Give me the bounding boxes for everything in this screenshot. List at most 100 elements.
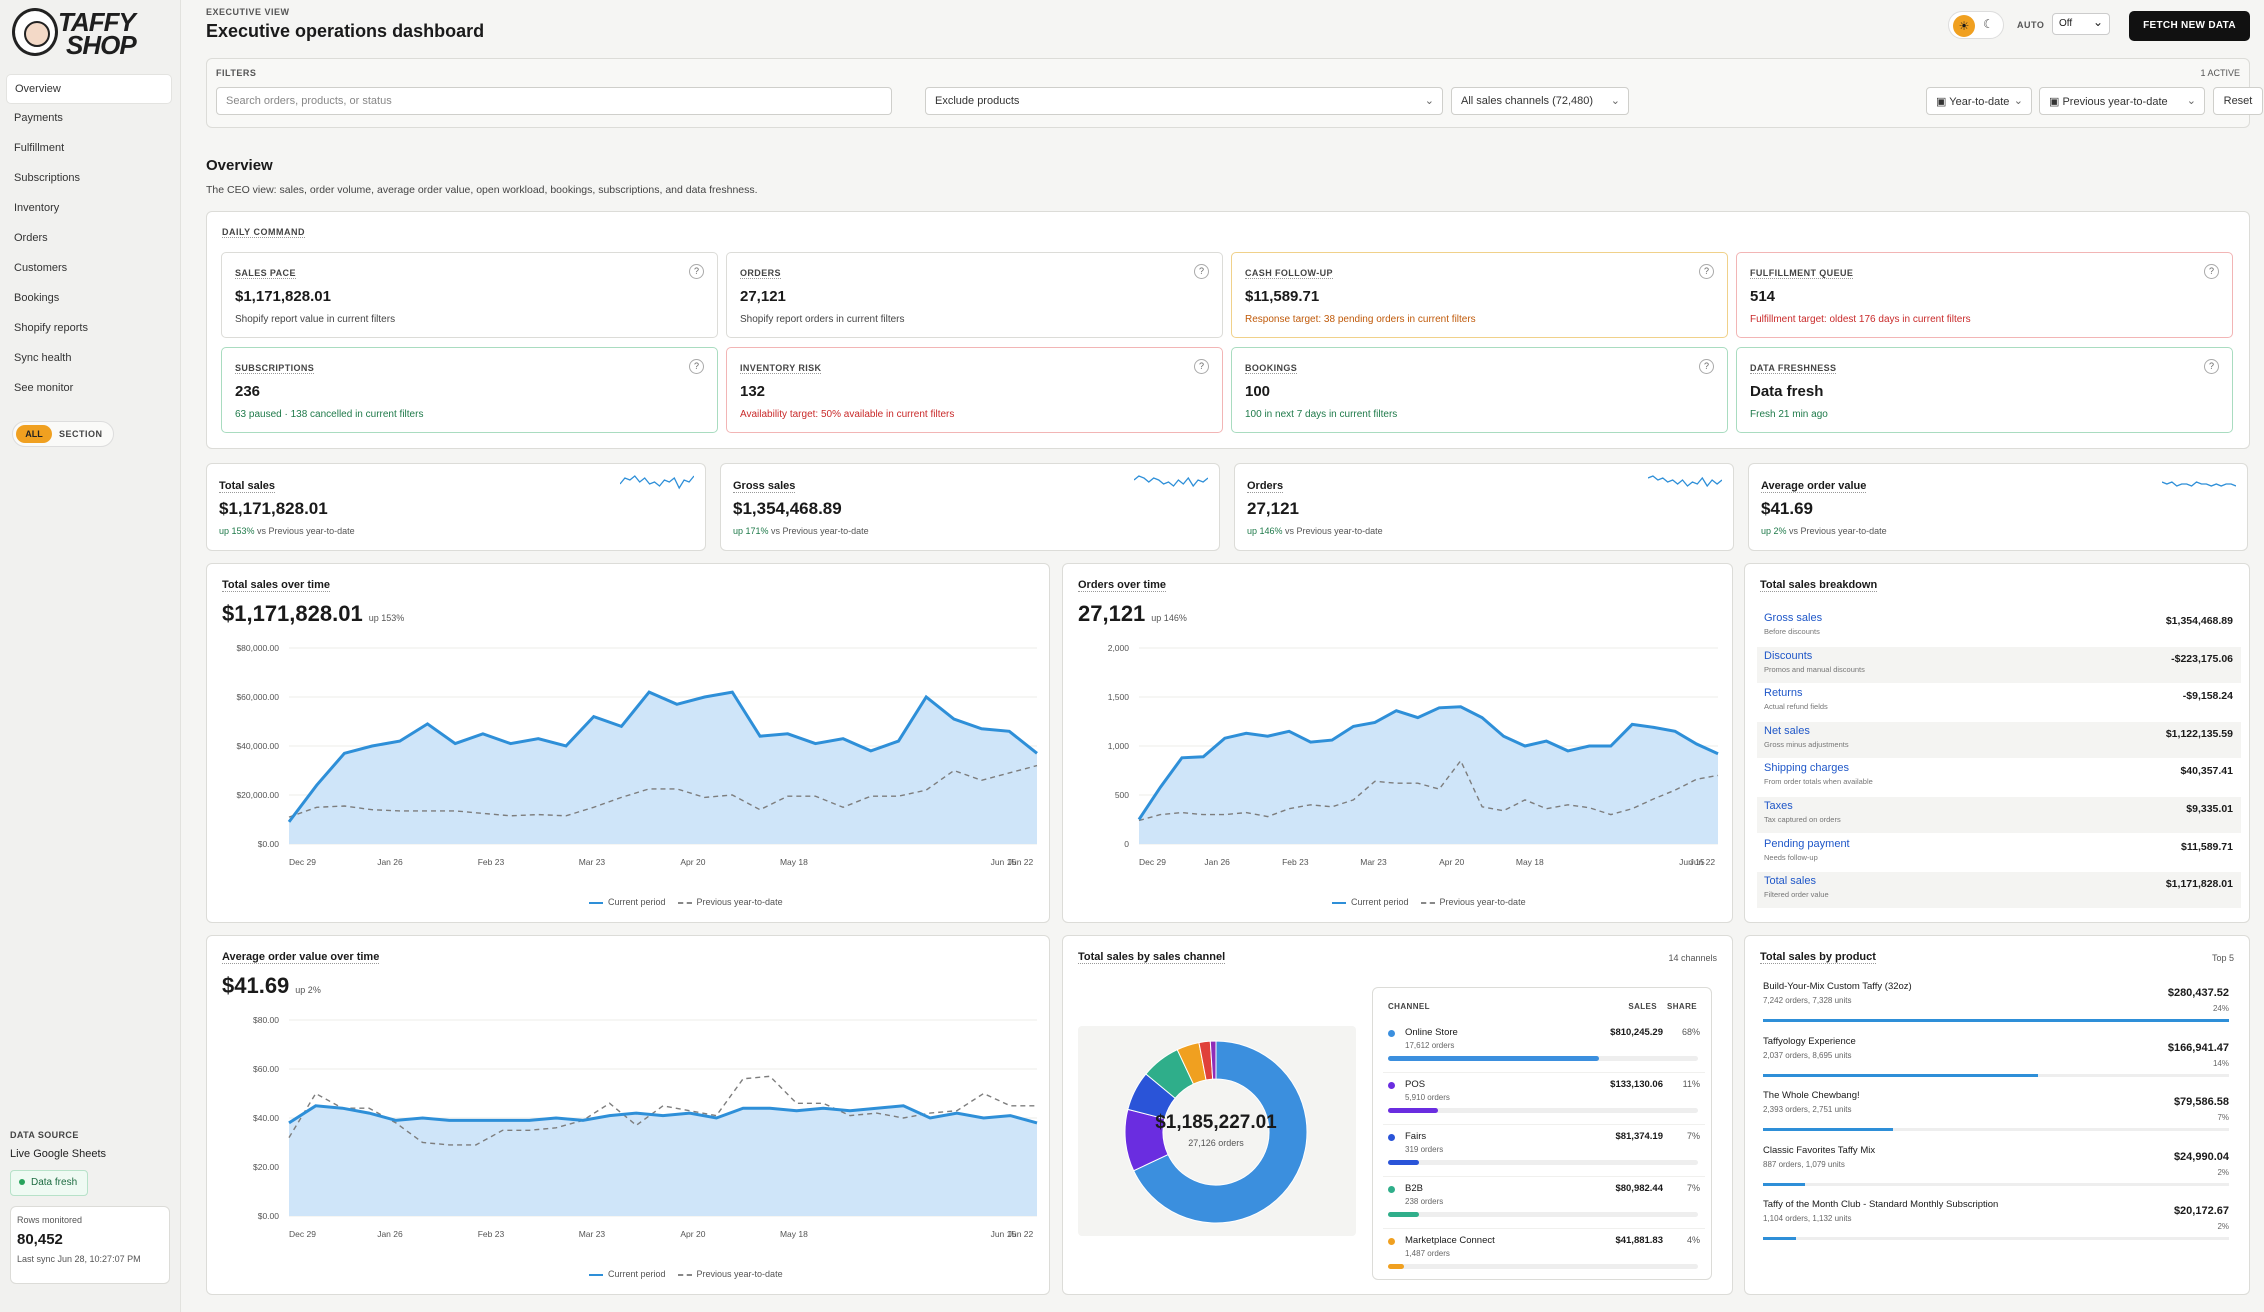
taffy-shop-logo[interactable]: TAFFY SHOP — [12, 6, 162, 58]
rows-monitored-count: 80,452 — [17, 1231, 63, 1248]
view-toggle-all[interactable]: ALL — [16, 425, 52, 443]
previous-series-swatch — [677, 901, 692, 904]
kpi-orders: ORDERS 27,121 Shopify report orders in cur… — [726, 252, 1223, 338]
section-title: Overview — [206, 157, 273, 174]
help-icon[interactable]: ? — [689, 359, 704, 374]
product-share-bar — [1763, 1237, 2229, 1240]
x-tick-label: May 18 — [1516, 857, 1544, 867]
breakdown-link[interactable]: Shipping charges — [1764, 762, 1850, 775]
current-area — [289, 1105, 1037, 1216]
chart-title: Average order value over time — [222, 951, 380, 964]
breakdown-link[interactable]: Returns — [1764, 687, 1803, 700]
metric-value: $41.69 — [1761, 499, 1813, 518]
kpi-note: Shopify report value in current filters — [235, 314, 396, 325]
chevron-down-icon: ⌄ — [2186, 95, 2196, 107]
aov-chart-card: Average order value over time $41.69 up 2… — [206, 935, 1050, 1295]
sidebar-item-orders[interactable]: Orders — [14, 232, 48, 244]
current-area — [1139, 706, 1718, 844]
product-row[interactable]: Taffyology Experience 2,037 orders, 8,695… — [1763, 1036, 2229, 1091]
auto-refresh-label: AUTO — [2017, 20, 2045, 30]
sparkline-line — [620, 475, 694, 490]
help-icon[interactable]: ? — [2204, 264, 2219, 279]
compare-select[interactable]: ▣ Previous year-to-date ⌄ — [2039, 87, 2205, 115]
sidebar-item-see-monitor[interactable]: See monitor — [14, 382, 74, 394]
product-row[interactable]: Classic Favorites Taffy Mix 887 orders, 1… — [1763, 1145, 2229, 1200]
kpi-inventory-risk: INVENTORY RISK 132 Availability target: 50… — [726, 347, 1223, 433]
theme-toggle[interactable]: ☀ ☾ — [1948, 11, 2004, 39]
breakdown-link[interactable]: Discounts — [1764, 649, 1813, 662]
channel-row[interactable]: POS 5,910 orders $133,130.06 11% — [1383, 1073, 1705, 1125]
auto-refresh-select[interactable]: Off — [2052, 13, 2110, 35]
search-input[interactable]: Search orders, products, or status — [216, 87, 892, 115]
page-eyebrow: EXECUTIVE VIEW — [206, 7, 290, 17]
product-row[interactable]: The Whole Chewbang! 2,393 orders, 2,751 u… — [1763, 1090, 2229, 1145]
sidebar-item-overview[interactable]: Overview — [6, 74, 172, 104]
reset-button[interactable]: Reset — [2213, 87, 2263, 115]
donut-center-sub: 27,126 orders — [1188, 1138, 1244, 1148]
channel-row[interactable]: Fairs 319 orders $81,374.19 7% — [1383, 1125, 1705, 1177]
period-select[interactable]: ▣ Year-to-date ⌄ — [1926, 87, 2032, 115]
channel-color-dot — [1388, 1186, 1395, 1193]
chart-title: Total sales by product — [1760, 951, 1876, 964]
channel-row[interactable]: Online Store 17,612 orders $810,245.29 68% — [1383, 1021, 1705, 1073]
exclude-products-select[interactable]: Exclude products ⌄ — [925, 87, 1443, 115]
view-toggle[interactable]: ALL SECTION — [12, 421, 114, 447]
help-icon[interactable]: ? — [1699, 264, 1714, 279]
breakdown-link[interactable]: Gross sales — [1764, 612, 1823, 624]
y-tick-label: 1,500 — [1108, 692, 1130, 702]
sparkline-line — [1134, 475, 1208, 488]
fetch-new-data-button[interactable]: FETCH NEW DATA — [2129, 11, 2250, 41]
sidebar-item-sync-health[interactable]: Sync health — [14, 352, 72, 364]
product-share-fill — [1763, 1128, 1894, 1131]
help-icon[interactable]: ? — [689, 264, 704, 279]
sidebar-item-subscriptions[interactable]: Subscriptions — [14, 172, 81, 184]
sidebar-item-customers[interactable]: Customers — [14, 262, 68, 274]
active-filter-count: 1 ACTIVE — [2200, 68, 2240, 78]
product-row[interactable]: Build-Your-Mix Custom Taffy (32oz) 7,242 … — [1763, 981, 2229, 1036]
chart-title: Total sales breakdown — [1760, 579, 1878, 592]
channel-donut-chart — [1124, 1040, 1308, 1224]
total-sales-plot: $80,000.00 $60,000.00 $40,000.00 $20,000.00… — [236, 643, 1038, 867]
help-icon[interactable]: ? — [1194, 359, 1209, 374]
help-icon[interactable]: ? — [1699, 359, 1714, 374]
channel-row[interactable]: Marketplace Connect 1,487 orders $41,881.8… — [1383, 1229, 1705, 1281]
breakdown-value: $1,354,468.89 — [2165, 615, 2233, 627]
sales-channel-select[interactable]: All sales channels (72,480) ⌄ — [1451, 87, 1629, 115]
product-row[interactable]: Taffy of the Month Club - Standard Month… — [1763, 1199, 2229, 1254]
moon-icon[interactable]: ☾ — [1983, 17, 1994, 31]
breakdown-link[interactable]: Taxes — [1764, 800, 1793, 812]
sidebar-item-fulfillment[interactable]: Fulfillment — [14, 142, 65, 154]
breakdown-link[interactable]: Total sales — [1764, 875, 1816, 888]
y-tick-label: $20,000.00 — [236, 790, 279, 800]
view-toggle-section[interactable]: SECTION — [59, 429, 103, 439]
aov-plot: $80.00 $60.00 $40.00 $20.00 $0.00 Dec 29 Jan 2… — [253, 1015, 1038, 1239]
kpi-note: Fresh 21 min ago — [1750, 409, 1828, 420]
sidebar-item-shopify-reports[interactable]: Shopify reports — [14, 322, 88, 334]
breakdown-link[interactable]: Net sales — [1764, 724, 1810, 737]
sidebar-item-payments[interactable]: Payments — [14, 112, 63, 124]
previous-series-swatch — [677, 1273, 692, 1276]
chart-delta: up 2% — [295, 985, 321, 995]
x-tick-label: Apr 20 — [680, 857, 705, 867]
kpi-value: 236 — [235, 383, 261, 400]
sidebar-item-bookings[interactable]: Bookings — [14, 292, 60, 304]
channel-row[interactable]: B2B 238 orders $80,982.44 7% — [1383, 1177, 1705, 1229]
breakdown-value: $1,122,135.59 — [2165, 727, 2233, 740]
share-bar — [1388, 1264, 1698, 1269]
product-share-fill — [1763, 1019, 2229, 1022]
previous-series-line — [1138, 759, 1719, 822]
metric-total-sales: Total sales $1,171,828.01 up 153% vs Previ… — [206, 463, 706, 551]
current-series-line — [288, 1104, 1038, 1125]
sales-by-channel-card: Total sales by sales channel 14 channels… — [1062, 935, 1733, 1295]
breakdown-link[interactable]: Pending payment — [1764, 837, 1850, 850]
product-share-bar — [1763, 1073, 2229, 1077]
help-icon[interactable]: ? — [2204, 359, 2219, 374]
x-tick-label: Mar 23 — [579, 857, 606, 867]
y-tick-label: 500 — [1115, 790, 1129, 800]
sun-icon[interactable]: ☀ — [1953, 15, 1975, 37]
chart-legend: Current period Previous year-to-date — [589, 897, 783, 907]
breakdown-row: Returns Actual refund fields -$9,158.24 — [1764, 687, 2233, 712]
main-content: EXECUTIVE VIEW Executive operations dash… — [181, 0, 2264, 1312]
sidebar-item-inventory[interactable]: Inventory — [14, 202, 60, 214]
help-icon[interactable]: ? — [1194, 264, 1209, 279]
